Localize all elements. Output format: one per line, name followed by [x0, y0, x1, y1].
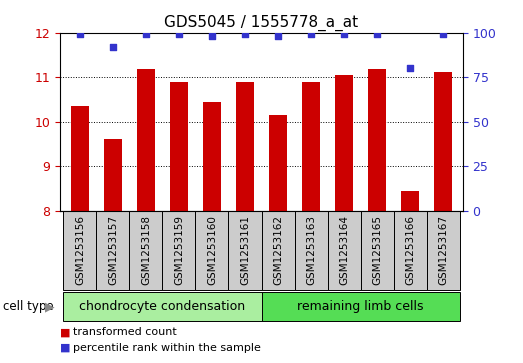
Point	[76, 32, 84, 37]
Title: GDS5045 / 1555778_a_at: GDS5045 / 1555778_a_at	[164, 15, 359, 31]
Bar	[368, 69, 386, 211]
Text: GSM1253158: GSM1253158	[141, 216, 151, 285]
Text: GSM1253166: GSM1253166	[405, 216, 415, 285]
Bar	[427, 211, 460, 290]
Bar	[63, 211, 96, 290]
Text: cell type: cell type	[3, 300, 53, 313]
Text: ■: ■	[60, 343, 71, 352]
Bar	[262, 211, 294, 290]
Point	[208, 33, 216, 39]
Point	[340, 32, 348, 37]
Bar	[196, 211, 229, 290]
Bar	[294, 211, 327, 290]
Text: GSM1253164: GSM1253164	[339, 216, 349, 285]
Bar	[262, 292, 460, 322]
Point	[406, 65, 414, 71]
Bar	[71, 106, 89, 211]
Bar	[360, 211, 393, 290]
Bar	[137, 69, 155, 211]
Text: ■: ■	[60, 327, 71, 337]
Text: GSM1253159: GSM1253159	[174, 216, 184, 285]
Point	[373, 32, 381, 37]
Bar	[170, 82, 188, 211]
Bar	[393, 211, 427, 290]
Bar	[434, 72, 452, 211]
Text: percentile rank within the sample: percentile rank within the sample	[73, 343, 261, 352]
Bar	[401, 191, 419, 211]
Text: GSM1253157: GSM1253157	[108, 216, 118, 285]
Point	[175, 32, 183, 37]
Text: remaining limb cells: remaining limb cells	[297, 300, 424, 313]
Text: GSM1253162: GSM1253162	[273, 216, 283, 285]
Text: ▶: ▶	[46, 300, 55, 313]
Point	[241, 32, 249, 37]
Text: GSM1253167: GSM1253167	[438, 216, 448, 285]
Text: GSM1253156: GSM1253156	[75, 216, 85, 285]
Bar	[269, 115, 287, 211]
Point	[274, 33, 282, 39]
Bar	[236, 82, 254, 211]
Bar	[229, 211, 262, 290]
Bar	[302, 82, 320, 211]
Bar	[63, 292, 262, 322]
Bar	[327, 211, 360, 290]
Bar	[163, 211, 196, 290]
Bar	[104, 139, 122, 211]
Text: chondrocyte condensation: chondrocyte condensation	[79, 300, 245, 313]
Bar	[96, 211, 130, 290]
Text: GSM1253165: GSM1253165	[372, 216, 382, 285]
Text: GSM1253160: GSM1253160	[207, 216, 217, 285]
Point	[307, 32, 315, 37]
Point	[142, 32, 150, 37]
Bar	[130, 211, 163, 290]
Point	[439, 32, 447, 37]
Text: GSM1253161: GSM1253161	[240, 216, 250, 285]
Bar	[203, 102, 221, 211]
Text: transformed count: transformed count	[73, 327, 177, 337]
Text: GSM1253163: GSM1253163	[306, 216, 316, 285]
Bar	[335, 75, 353, 211]
Point	[109, 44, 117, 50]
